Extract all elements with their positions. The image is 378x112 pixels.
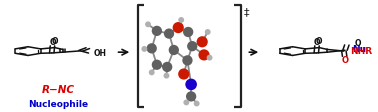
Point [188, 84, 194, 85]
Text: O: O [316, 37, 322, 46]
Point [154, 30, 160, 32]
Point [185, 31, 191, 33]
Point [171, 49, 177, 51]
Point [194, 103, 200, 104]
Text: O: O [314, 38, 320, 47]
Text: O: O [341, 56, 348, 65]
Text: O: O [49, 38, 56, 47]
Point [189, 45, 195, 47]
Text: Nucleophile: Nucleophile [28, 100, 88, 109]
Text: NHR: NHR [350, 47, 373, 56]
Text: ‡: ‡ [244, 7, 249, 17]
Point [149, 71, 155, 73]
Point [166, 33, 172, 34]
Point [164, 66, 170, 68]
Point [201, 54, 207, 56]
Point [199, 41, 205, 43]
Text: R−NC: R−NC [42, 85, 75, 95]
Point [184, 59, 191, 61]
Point [188, 96, 194, 97]
Text: O: O [355, 39, 361, 48]
Text: Nu: Nu [352, 45, 367, 54]
Point [149, 47, 155, 49]
Point [163, 75, 169, 77]
Point [181, 73, 187, 75]
Point [178, 19, 184, 21]
Point [141, 48, 147, 50]
Point [206, 57, 212, 59]
Point [175, 27, 181, 28]
Point [205, 31, 211, 33]
Point [154, 64, 160, 66]
Text: OH: OH [94, 49, 107, 58]
Point [145, 23, 151, 25]
Text: O: O [51, 37, 58, 46]
Point [183, 101, 189, 103]
